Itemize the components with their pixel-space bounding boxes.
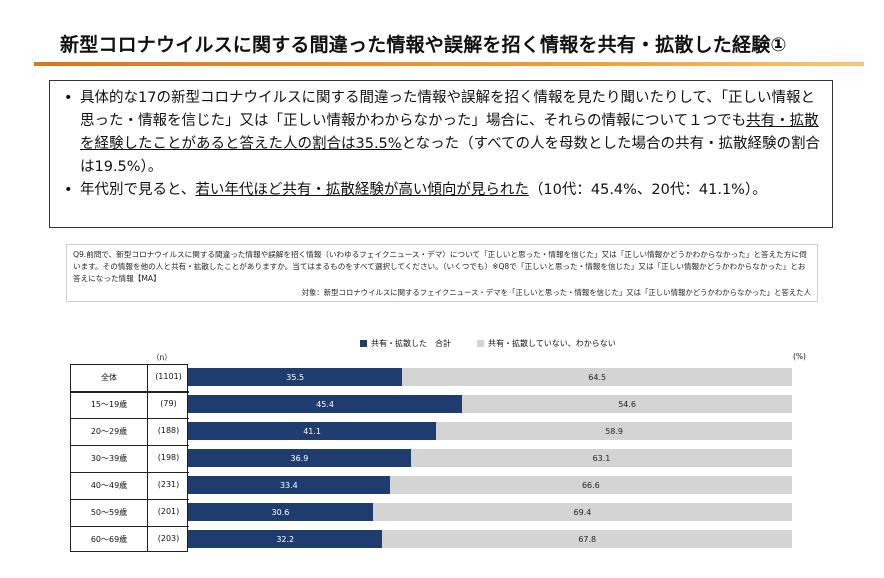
question-box: Q9.前問で、新型コロナウイルスに関する間違った情報や誤解を招く情報（いわゆるフ…	[66, 244, 818, 302]
row-divider	[71, 445, 189, 446]
row-divider	[71, 418, 189, 419]
row-n: (203)	[157, 534, 180, 543]
summary-box: 具体的な17の新型コロナウイルスに関する間違った情報や誤解を招く情報を見たり聞い…	[49, 80, 833, 228]
bar-shared: 33.4	[188, 476, 390, 494]
row-label: 40～49歳	[90, 481, 128, 490]
title-underline	[34, 62, 864, 66]
row-label: 20～29歳	[90, 427, 128, 436]
bar-shared: 35.5	[188, 368, 403, 386]
summary-bullet-2-text-a: 年代別で見ると、	[80, 182, 196, 198]
bar-not-shared: 69.4	[372, 503, 792, 521]
row-n: (1101)	[155, 372, 182, 381]
legend-item-not-shared: 共有・拡散していない、わからない	[477, 338, 616, 349]
row-label: 60～69歳	[90, 535, 128, 544]
summary-bullet-2: 年代別で見ると、若い年代ほど共有・拡散経験が高い傾向が見られた（10代：45.4…	[64, 179, 822, 202]
question-text: Q9.前問で、新型コロナウイルスに関する間違った情報や誤解を招く情報（いわゆるフ…	[73, 250, 807, 283]
bar-chart: 35.5 64.5 45.4 54.6 41.1 58.9 36.9 63.1 33.4 66.6…	[188, 364, 792, 552]
bar-shared: 36.9	[188, 449, 411, 467]
bar-not-shared: 63.1	[410, 449, 792, 467]
question-target: 対象：新型コロナウイルスに関するフェイクニュース・デマを「正しいと思った・情報を…	[301, 288, 811, 297]
bar-not-shared: 66.6	[389, 476, 792, 494]
legend-swatch-not-shared	[477, 340, 484, 347]
percent-unit-label: (%)	[793, 352, 806, 361]
bar-shared: 30.6	[188, 503, 373, 521]
n-header: （n）	[152, 353, 172, 362]
row-label: 50～59歳	[90, 508, 128, 517]
row-n: (188)	[157, 426, 180, 435]
bar-shared: 41.1	[188, 422, 437, 440]
row-n: (198)	[157, 453, 180, 462]
bar-not-shared: 64.5	[402, 368, 792, 386]
row-divider	[71, 499, 189, 500]
bar-not-shared: 67.8	[382, 530, 792, 548]
row-divider	[71, 391, 189, 393]
category-table: 全体 (1101) 15～19歳 (79) 20～29歳 (188) 30～39歳 (198)…	[70, 364, 189, 552]
row-divider	[71, 526, 189, 527]
chart-legend: 共有・拡散した 合計 共有・拡散していない、わからない	[360, 338, 616, 349]
summary-bullet-1: 具体的な17の新型コロナウイルスに関する間違った情報や誤解を招く情報を見たり聞い…	[64, 87, 822, 179]
summary-bullet-1-underlined: 共有・拡散を経験したことがあると答えた人の割合は35.5%	[80, 113, 819, 152]
bar-shared: 45.4	[188, 395, 463, 413]
summary-bullet-1-text-a: 具体的な17の新型コロナウイルスに関する間違った情報や誤解を招く情報を見たり聞い…	[80, 90, 816, 129]
summary-bullet-2-text-b: （10代：45.4%、20代：41.1%）。	[528, 182, 767, 198]
legend-label-not-shared: 共有・拡散していない、わからない	[488, 339, 616, 348]
summary-bullet-1-text-b: となった（すべての人を母数とした場合の共有・拡散経験の割合は19.5%）。	[80, 136, 821, 175]
legend-label-shared: 共有・拡散した 合計	[371, 339, 451, 348]
bar-not-shared: 54.6	[462, 395, 792, 413]
bar-shared: 32.2	[188, 530, 383, 548]
row-label: 全体	[101, 373, 117, 382]
legend-item-shared: 共有・拡散した 合計	[360, 338, 451, 349]
row-divider	[71, 472, 189, 473]
row-n: (79)	[160, 399, 177, 408]
row-label: 30～39歳	[90, 454, 128, 463]
page-title: 新型コロナウイルスに関する間違った情報や誤解を招く情報を共有・拡散した経験①	[60, 34, 787, 56]
row-n: (201)	[157, 507, 180, 516]
bar-not-shared: 58.9	[436, 422, 792, 440]
row-n: (231)	[157, 480, 180, 489]
legend-swatch-shared	[360, 340, 367, 347]
row-label: 15～19歳	[90, 400, 128, 409]
table-column-separator	[147, 365, 148, 551]
summary-bullet-2-underlined: 若い年代ほど共有・拡散経験が高い傾向が見られた	[195, 182, 529, 198]
